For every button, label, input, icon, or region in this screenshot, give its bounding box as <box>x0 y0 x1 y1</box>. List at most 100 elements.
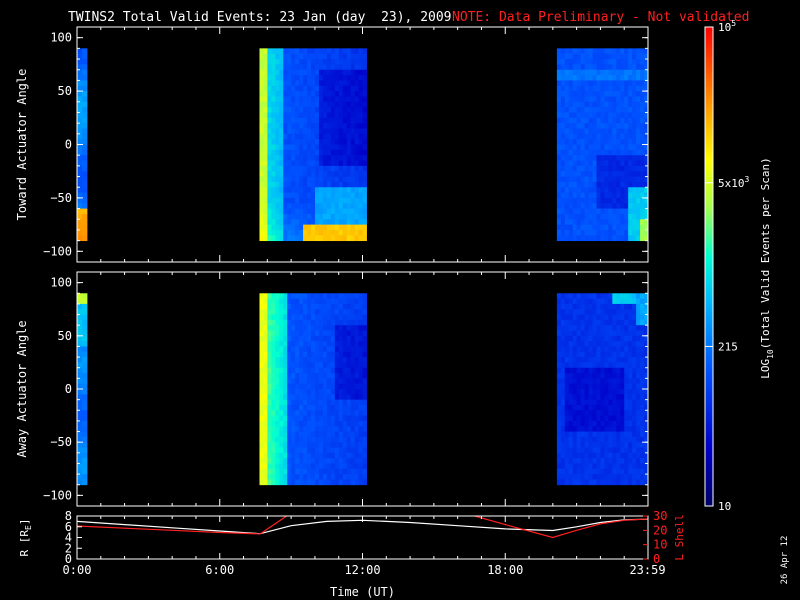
heatmap-cell <box>338 319 344 326</box>
heatmap-cell <box>283 85 288 92</box>
heatmap-cell <box>354 213 360 220</box>
heatmap-cell <box>263 426 268 432</box>
heatmap-cell <box>600 155 605 161</box>
heatmap-cell <box>580 155 586 161</box>
y-tick-label: 50 <box>58 329 72 343</box>
heatmap-cell <box>287 160 292 167</box>
heatmap-cell <box>354 229 360 236</box>
heatmap-cell <box>307 442 312 448</box>
heatmap-cell <box>620 389 625 395</box>
heatmap-cell <box>616 219 621 226</box>
heatmap-cell <box>330 165 336 172</box>
heatmap-cell <box>291 192 296 199</box>
heatmap-cell <box>342 415 348 422</box>
heatmap-cell <box>283 235 288 242</box>
heatmap-cell <box>338 75 344 81</box>
heatmap-cell <box>572 176 578 183</box>
heatmap-cell <box>77 298 83 305</box>
heatmap-cell <box>632 69 637 76</box>
heatmap-cell <box>322 155 328 161</box>
heatmap-cell <box>354 69 360 76</box>
heatmap-cell <box>588 468 593 475</box>
heatmap-cell <box>318 309 324 315</box>
heatmap-cell <box>612 165 617 172</box>
heatmap-cell <box>620 155 625 161</box>
heatmap-cell <box>592 431 597 438</box>
heatmap-cell <box>259 341 264 347</box>
heatmap-cell <box>315 53 320 60</box>
heatmap-cell <box>600 367 605 374</box>
heatmap-cell <box>560 293 566 299</box>
heatmap-cell <box>291 474 296 480</box>
heatmap-cell <box>362 213 367 220</box>
heatmap-cell <box>77 314 83 321</box>
heatmap-cell <box>267 468 272 475</box>
heatmap-cell <box>640 235 645 242</box>
heatmap-cell <box>267 64 272 71</box>
heatmap-cell <box>346 394 352 401</box>
heatmap-cell <box>322 208 328 215</box>
heatmap-cell <box>318 224 324 231</box>
heatmap-cell <box>576 133 582 140</box>
heatmap-cell <box>346 335 352 342</box>
heatmap-cell <box>77 426 83 432</box>
heatmap-cell <box>568 357 574 363</box>
heatmap-cell <box>580 362 586 369</box>
heatmap-cell <box>326 160 332 167</box>
heatmap-cell <box>588 165 593 172</box>
heatmap-cell <box>556 181 562 188</box>
heatmap-cell <box>560 144 566 151</box>
heatmap-cell <box>291 101 296 108</box>
heatmap-cell <box>299 463 304 470</box>
heatmap-cell <box>636 362 641 369</box>
heatmap-cell <box>632 399 637 406</box>
heatmap-cell <box>628 378 633 385</box>
heatmap-cell <box>588 80 593 87</box>
heatmap-cell <box>318 91 324 97</box>
heatmap-cell <box>271 101 276 108</box>
heatmap-cell <box>271 341 276 347</box>
heatmap-cell <box>267 330 272 337</box>
heatmap-cell <box>564 85 570 92</box>
heatmap-cell <box>350 373 356 379</box>
heatmap-cell <box>330 436 336 443</box>
heatmap-cell <box>620 399 625 406</box>
heatmap-cell <box>334 362 340 369</box>
heatmap-cell <box>303 59 308 65</box>
heatmap-cell <box>580 208 586 215</box>
heatmap-cell <box>624 80 629 87</box>
heatmap-cell <box>315 468 320 475</box>
heatmap-cell <box>311 351 316 358</box>
heatmap-cell <box>271 181 276 188</box>
heatmap-cell <box>350 181 356 188</box>
heatmap-cell <box>318 330 324 337</box>
heatmap-cell <box>608 112 613 119</box>
heatmap-cell <box>342 139 348 145</box>
heatmap-cell <box>291 442 296 448</box>
heatmap-cell <box>330 341 336 347</box>
heatmap-cell <box>267 426 272 432</box>
heatmap-cell <box>354 298 360 305</box>
heatmap-cell <box>560 229 566 236</box>
heatmap-cell <box>568 48 574 55</box>
heatmap-cell <box>346 341 352 347</box>
heatmap-cell <box>291 330 296 337</box>
heatmap-cell <box>350 479 356 486</box>
heatmap-cell <box>350 378 356 385</box>
heatmap-cell <box>295 447 300 454</box>
heatmap-cell <box>604 458 609 464</box>
heatmap-cell <box>568 176 574 183</box>
heatmap-cell <box>576 91 582 97</box>
heatmap-cell <box>291 91 296 97</box>
heatmap-cell <box>556 192 562 199</box>
heatmap-cell <box>588 319 593 326</box>
heatmap-cell <box>572 351 578 358</box>
heatmap-cell <box>303 69 308 76</box>
heatmap-cell <box>592 192 597 199</box>
heatmap-cell <box>326 197 332 204</box>
heatmap-cell <box>311 224 316 231</box>
heatmap-cell <box>560 410 566 416</box>
heatmap-cell <box>326 341 332 347</box>
heatmap-cell <box>322 309 328 315</box>
heatmap-cell <box>616 203 621 209</box>
